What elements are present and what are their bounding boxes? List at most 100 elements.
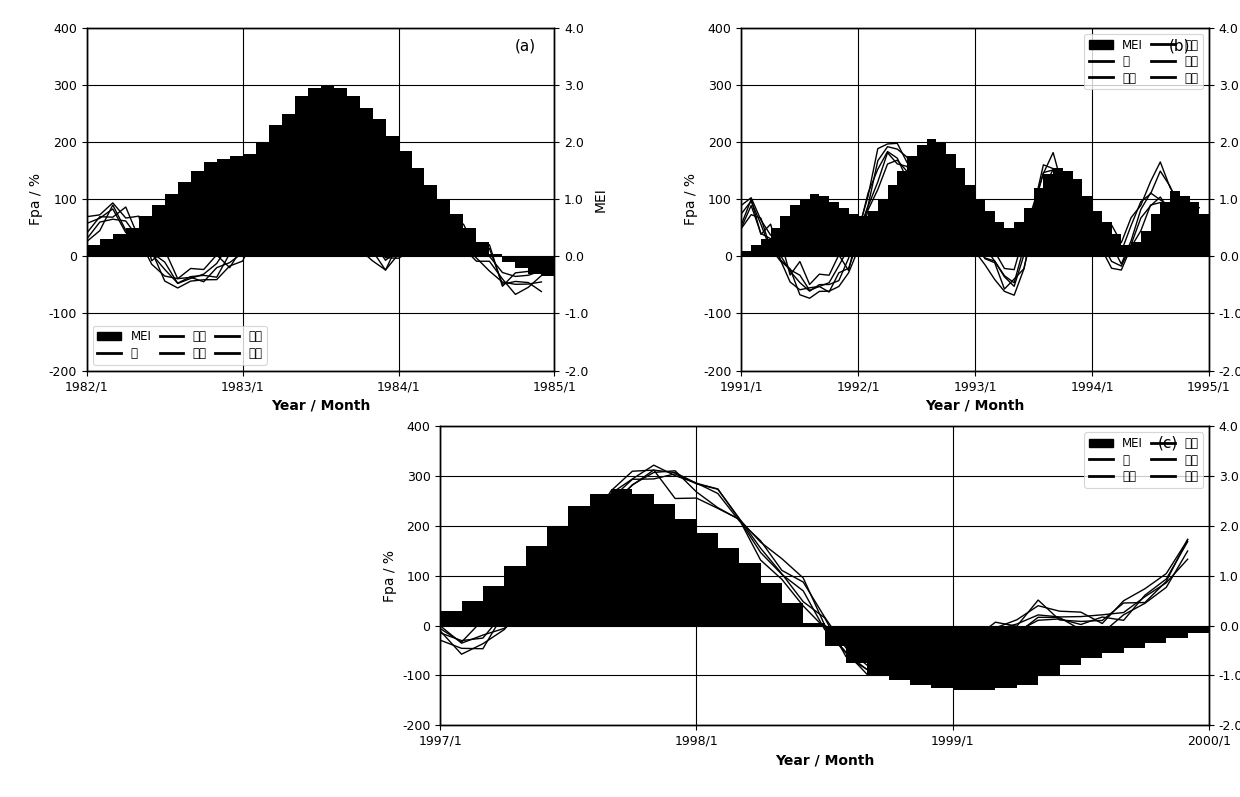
- Bar: [739, 563, 760, 626]
- Bar: [217, 159, 229, 257]
- Bar: [846, 626, 867, 663]
- Bar: [1017, 626, 1038, 685]
- Bar: [996, 626, 1017, 688]
- Bar: [386, 136, 398, 257]
- Bar: [867, 626, 889, 675]
- Bar: [800, 199, 810, 257]
- Bar: [718, 548, 739, 626]
- Bar: [760, 583, 782, 626]
- Bar: [1167, 626, 1188, 638]
- Bar: [295, 96, 308, 257]
- Bar: [528, 257, 542, 273]
- Bar: [946, 154, 956, 257]
- Bar: [1141, 230, 1151, 257]
- Bar: [308, 88, 321, 257]
- Bar: [611, 489, 632, 626]
- Bar: [1179, 196, 1189, 257]
- Bar: [482, 586, 505, 626]
- Bar: [1038, 626, 1059, 675]
- Bar: [675, 519, 697, 626]
- Bar: [151, 205, 165, 257]
- Bar: [790, 205, 800, 257]
- Bar: [910, 626, 931, 685]
- Bar: [424, 185, 438, 257]
- Bar: [1123, 626, 1145, 648]
- Bar: [1111, 234, 1121, 257]
- Bar: [360, 108, 372, 257]
- Bar: [1004, 228, 1014, 257]
- Y-axis label: Fpa / %: Fpa / %: [383, 550, 397, 602]
- Bar: [125, 228, 139, 257]
- Bar: [697, 533, 718, 626]
- Legend: MEI, 天, 光照, 右江, 龙滩, 长洲: MEI, 天, 光照, 右江, 龙滩, 长洲: [1085, 33, 1203, 89]
- Bar: [952, 626, 975, 690]
- Bar: [461, 601, 482, 626]
- X-axis label: Year / Month: Year / Month: [925, 398, 1025, 413]
- Bar: [191, 171, 203, 257]
- Legend: MEI, 天, 光照, 右江, 龙滩, 长洲: MEI, 天, 光照, 右江, 龙滩, 长洲: [1085, 432, 1203, 488]
- Bar: [321, 85, 334, 257]
- Y-axis label: Fpa / %: Fpa / %: [30, 173, 43, 226]
- Y-axis label: MEI: MEI: [594, 186, 608, 212]
- Bar: [490, 253, 502, 257]
- Bar: [1199, 214, 1209, 257]
- Bar: [1189, 202, 1199, 257]
- Bar: [1092, 210, 1102, 257]
- Bar: [1102, 222, 1111, 257]
- Bar: [440, 611, 461, 626]
- Bar: [269, 125, 281, 257]
- Bar: [889, 626, 910, 681]
- Bar: [838, 208, 848, 257]
- Bar: [810, 194, 820, 257]
- Bar: [438, 199, 450, 257]
- Bar: [858, 217, 868, 257]
- Bar: [1151, 214, 1161, 257]
- Bar: [502, 257, 516, 262]
- Bar: [87, 245, 99, 257]
- Bar: [412, 168, 424, 257]
- Bar: [782, 603, 804, 626]
- Bar: [975, 199, 985, 257]
- Bar: [825, 626, 846, 646]
- Bar: [1102, 626, 1123, 653]
- Bar: [372, 120, 386, 257]
- Bar: [1024, 208, 1034, 257]
- Y-axis label: Fpa / %: Fpa / %: [683, 173, 698, 226]
- Bar: [526, 546, 547, 626]
- Bar: [281, 114, 295, 257]
- Bar: [1034, 188, 1043, 257]
- Bar: [229, 156, 243, 257]
- Bar: [975, 626, 996, 690]
- Bar: [177, 183, 191, 257]
- Bar: [1053, 168, 1063, 257]
- Bar: [868, 210, 878, 257]
- Bar: [742, 251, 751, 257]
- Bar: [956, 168, 966, 257]
- Bar: [878, 199, 888, 257]
- Bar: [542, 257, 554, 277]
- Bar: [505, 566, 526, 626]
- X-axis label: Year / Month: Year / Month: [270, 398, 371, 413]
- X-axis label: Year / Month: Year / Month: [775, 753, 874, 768]
- Bar: [203, 162, 217, 257]
- Bar: [1161, 202, 1171, 257]
- Bar: [516, 257, 528, 268]
- Bar: [780, 217, 790, 257]
- Bar: [1083, 196, 1092, 257]
- Bar: [464, 228, 476, 257]
- Bar: [916, 145, 926, 257]
- Bar: [751, 245, 761, 257]
- Bar: [632, 493, 653, 626]
- Bar: [255, 142, 269, 257]
- Bar: [1043, 174, 1053, 257]
- Bar: [966, 185, 975, 257]
- Bar: [1063, 171, 1073, 257]
- Bar: [476, 242, 490, 257]
- Bar: [165, 194, 177, 257]
- Bar: [1073, 179, 1083, 257]
- Bar: [906, 156, 916, 257]
- Text: (a): (a): [515, 38, 536, 53]
- Text: (b): (b): [1169, 38, 1190, 53]
- Bar: [1059, 626, 1081, 665]
- Bar: [848, 214, 858, 257]
